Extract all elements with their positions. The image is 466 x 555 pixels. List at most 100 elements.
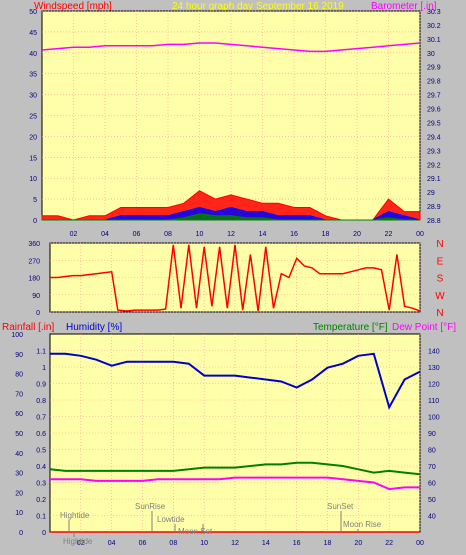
temp-x-tick-label: 12 [231, 540, 239, 547]
barometer-y-tick-label: 29.2 [427, 162, 441, 169]
dew-point-line [50, 476, 420, 491]
direction-y-tick-label: 180 [28, 276, 40, 283]
rainfall-axis-title: Rainfall [.in] [2, 322, 54, 333]
temp-x-tick-label: 06 [139, 540, 147, 547]
direction-y-tick-label: 90 [32, 293, 40, 300]
temperature-y-tick-label: 40 [428, 514, 436, 521]
humidity-line [50, 352, 421, 410]
compass-point-label: S [437, 274, 444, 285]
rainfall-y-tick-label: 0.4 [36, 464, 46, 471]
annotation-label: Hightide [63, 537, 93, 546]
temp-x-tick-label: 20 [354, 540, 362, 547]
direction-y-tick-label: 270 [28, 258, 40, 265]
annotation-label: Moon Set [178, 527, 213, 536]
wind-y-tick-label: 20 [29, 134, 37, 141]
rainfall-y-tick-label: 0.9 [36, 382, 46, 389]
annotation-label: SunSet [327, 502, 354, 511]
temp-x-tick-label: 00 [416, 540, 424, 547]
barometer-y-tick-label: 29.5 [427, 120, 441, 127]
annotation-label: SunRise [135, 502, 166, 511]
temperature-y-tick-label: 70 [428, 464, 436, 471]
compass-point-label: E [437, 256, 444, 267]
wind-y-tick-label: 40 [29, 51, 37, 58]
wind-chart: 0 5 10 15 20 25 30 35 40 45 50 28.8 28.9 29 29.1 29.2 29… [29, 9, 441, 238]
graph-title: 24 hour graph day September 16 2019 [172, 1, 344, 12]
temperature-y-tick-label: 130 [428, 365, 440, 372]
humidity-y-tick-label: 10 [15, 510, 23, 517]
temperature-y-tick-label: 110 [428, 398, 439, 405]
compass-point-label: N [436, 308, 443, 319]
wind-y-tick-label: 45 [29, 30, 37, 37]
direction-chart: 0 N 90 W 180 S 270 E 360 N [28, 239, 445, 319]
temp-x-tick-label: 02 [77, 540, 85, 547]
wind-y-tick-label: 25 [29, 114, 37, 121]
rainfall-y-tick-label: 0.5 [36, 448, 46, 455]
temp-x-tick-label: 04 [108, 540, 116, 547]
wind-x-tick-label: 08 [164, 231, 172, 238]
barometer-y-tick-label: 29.6 [427, 107, 441, 114]
rainfall-y-tick-label: 0 [42, 530, 46, 537]
wind-x-tick-label: 22 [385, 231, 393, 238]
barometer-y-tick-label: 28.8 [427, 218, 441, 225]
wind-x-tick-label: 04 [101, 231, 109, 238]
wind-x-tick-label: 14 [259, 231, 267, 238]
rainfall-y-tick-label: 0.2 [36, 497, 46, 504]
temperature-axis-title: Temperature [°F] [313, 322, 388, 333]
temp-x-tick-label: 22 [385, 540, 393, 547]
direction-plot-area [49, 242, 421, 313]
barometer-y-tick-label: 29 [427, 190, 435, 197]
wind-low-area [42, 213, 420, 221]
dewpoint-axis-title: Dew Point [°F] [392, 322, 456, 333]
temperature-y-tick-label: 50 [428, 497, 436, 504]
wind-x-tick-label: 12 [227, 231, 235, 238]
barometer-y-tick-label: 29.3 [427, 148, 441, 155]
wind-x-tick-label: 10 [196, 231, 204, 238]
barometer-y-tick-label: 30.3 [427, 9, 441, 16]
temperature-line [49, 461, 421, 476]
temp-x-tick-label: 16 [293, 540, 301, 547]
barometer-y-tick-label: 30.1 [427, 37, 441, 44]
temp-x-tick-label: 10 [200, 540, 208, 547]
rainfall-y-tick-label: 0.6 [36, 431, 46, 438]
temperature-y-tick-label: 120 [428, 382, 440, 389]
wind-x-tick-label: 06 [133, 231, 141, 238]
compass-point-label: N [436, 239, 443, 250]
temp-x-tick-label: 18 [324, 540, 332, 547]
temperature-y-tick-label: 100 [428, 415, 440, 422]
rainfall-y-tick-label: 0.7 [36, 415, 46, 422]
humidity-y-tick-label: 80 [15, 372, 23, 379]
wind-y-tick-label: 15 [29, 155, 37, 162]
wind-x-tick-label: 00 [416, 231, 424, 238]
humidity-y-tick-label: 0 [19, 530, 23, 537]
rainfall-y-tick-label: 0.1 [36, 514, 46, 521]
barometer-y-tick-label: 29.4 [427, 134, 441, 141]
barometer-axis-title: Barometer [.in] [371, 1, 437, 12]
barometer-y-tick-label: 29.9 [427, 65, 441, 72]
temp-x-tick-label: 14 [262, 540, 270, 547]
annotation-label: Moon Rise [343, 520, 382, 529]
barometer-y-tick-label: 29.7 [427, 93, 441, 100]
barometer-y-tick-label: 29.1 [427, 176, 441, 183]
wind-y-tick-label: 10 [29, 176, 37, 183]
wind-x-tick-label: 02 [70, 231, 78, 238]
temperature-y-tick-label: 80 [428, 448, 436, 455]
direction-y-tick-label: 0 [36, 310, 40, 317]
barometer-line [41, 42, 421, 53]
windspeed-area [41, 190, 421, 221]
barometer-y-tick-label: 29.8 [427, 79, 441, 86]
rainfall-y-tick-label: 1.1 [36, 349, 46, 356]
humidity-y-tick-label: 40 [15, 451, 23, 458]
temperature-y-tick-label: 90 [428, 431, 436, 438]
wind-y-tick-label: 50 [29, 9, 37, 16]
wind-y-tick-label: 5 [33, 197, 37, 204]
rainfall-y-tick-label: 0.8 [36, 398, 46, 405]
wind-y-tick-label: 30 [29, 93, 37, 100]
humidity-y-tick-label: 20 [15, 490, 23, 497]
temperature-y-tick-label: 60 [428, 481, 436, 488]
temperature-chart: 0 0.1 0.2 0.3 0.4 0.5 0.6 0.7 0.8 0.9 1 1.1 0 10 20 30 4… [11, 332, 439, 547]
humidity-y-tick-label: 90 [15, 352, 23, 359]
humidity-y-tick-label: 100 [11, 332, 23, 339]
barometer-y-tick-label: 28.9 [427, 204, 441, 211]
compass-point-label: W [435, 291, 445, 302]
